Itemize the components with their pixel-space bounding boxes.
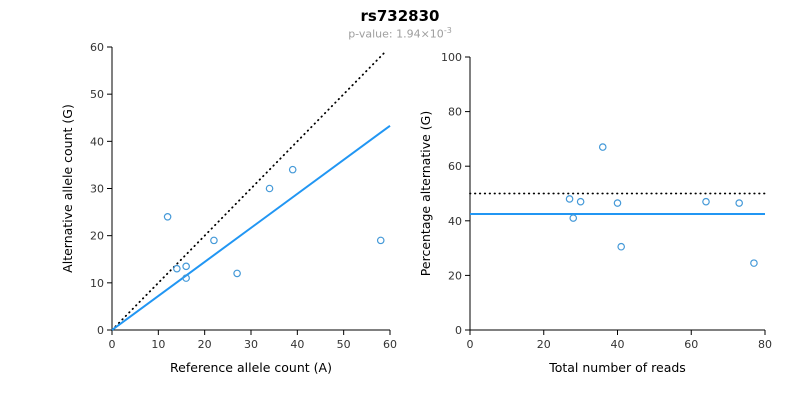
x-axis-label: Total number of reads	[548, 360, 686, 375]
chart-title: rs732830	[360, 7, 440, 25]
y-tick-label: 20	[90, 230, 104, 243]
x-tick-label: 60	[684, 338, 698, 351]
pvalue-text: p-value: 1.94×10	[348, 27, 444, 41]
x-axis-label: Reference allele count (A)	[170, 360, 332, 375]
data-point	[163, 213, 172, 221]
y-tick-label: 40	[90, 135, 104, 148]
data-point	[569, 214, 578, 222]
y-tick-label: 80	[448, 106, 462, 119]
data-point	[233, 269, 241, 278]
data-point	[702, 197, 710, 206]
data-point	[565, 195, 574, 203]
identity-expected-line	[111, 50, 387, 331]
x-tick-label: 60	[383, 338, 397, 351]
data-point	[735, 199, 743, 207]
data-point	[617, 242, 625, 251]
y-axis-label: Alternative allele count (G)	[60, 104, 75, 273]
data-point	[210, 236, 218, 245]
y-tick-label: 0	[455, 324, 462, 337]
data-point	[576, 197, 585, 206]
y-tick-label: 40	[448, 215, 462, 228]
data-point	[613, 199, 622, 207]
x-tick-label: 10	[151, 338, 165, 351]
x-tick-label: 0	[109, 338, 116, 351]
y-tick-label: 10	[90, 277, 104, 290]
y-tick-label: 60	[90, 41, 104, 54]
x-tick-label: 0	[467, 338, 474, 351]
data-point	[598, 143, 607, 151]
x-tick-label: 40	[290, 338, 304, 351]
data-point	[750, 259, 758, 267]
y-tick-label: 50	[90, 88, 104, 101]
x-tick-label: 20	[198, 338, 212, 351]
y-tick-label: 100	[441, 51, 462, 64]
x-tick-label: 30	[244, 338, 258, 351]
data-point	[376, 236, 385, 245]
x-tick-label: 20	[537, 338, 551, 351]
y-tick-label: 20	[448, 269, 462, 282]
data-point	[173, 264, 181, 273]
data-point	[182, 274, 190, 282]
data-point	[265, 184, 274, 193]
data-point	[288, 165, 297, 174]
x-tick-label: 50	[337, 338, 351, 351]
y-axis-label: Percentage alternative (G)	[418, 111, 433, 276]
x-tick-label: 40	[611, 338, 625, 351]
x-tick-label: 80	[758, 338, 772, 351]
y-tick-label: 30	[90, 183, 104, 196]
data-point	[182, 262, 190, 271]
fitted-ratio-line	[111, 124, 391, 331]
chart-subtitle: p-value: 1.94×10-3	[0, 26, 800, 41]
y-tick-label: 0	[97, 324, 104, 337]
pvalue-exponent: -3	[443, 26, 452, 35]
y-tick-label: 60	[448, 160, 462, 173]
